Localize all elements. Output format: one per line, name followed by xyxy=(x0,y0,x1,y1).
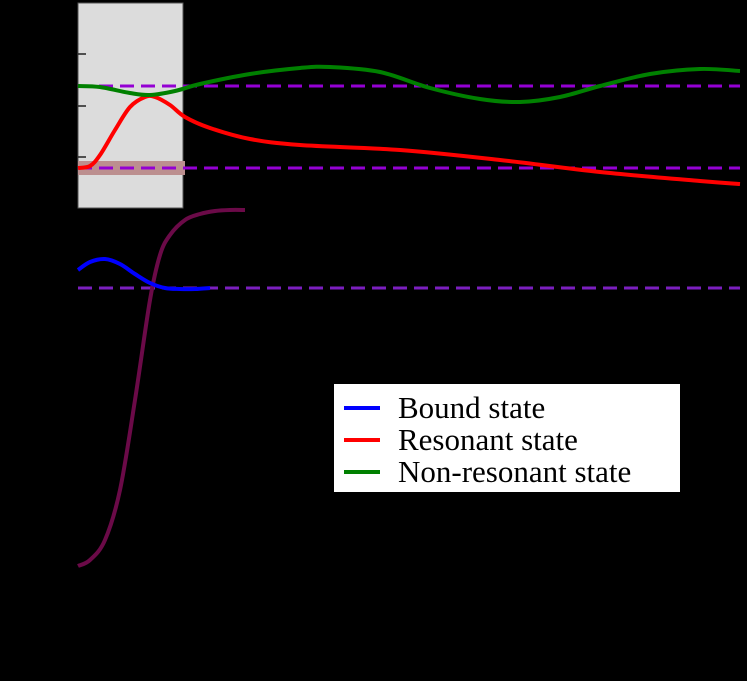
legend-swatch-nonresonant xyxy=(344,470,380,474)
legend-label-bound: Bound state xyxy=(398,390,546,425)
data-series xyxy=(76,64,741,568)
legend-label-resonant: Resonant state xyxy=(398,422,578,457)
legend: Bound state Resonant state Non-resonant … xyxy=(333,383,681,493)
legend-item-resonant: Resonant state xyxy=(344,422,578,457)
bound-state-curve xyxy=(76,256,211,292)
step-profile-curve xyxy=(77,207,246,568)
resonant-state-curve xyxy=(77,93,741,186)
legend-swatch-resonant xyxy=(344,438,380,442)
non-resonant-state-curve xyxy=(77,64,741,105)
legend-label-nonresonant: Non-resonant state xyxy=(398,454,632,489)
legend-item-nonresonant: Non-resonant state xyxy=(344,454,632,489)
legend-item-bound: Bound state xyxy=(344,390,546,425)
legend-swatch-bound xyxy=(344,406,380,410)
